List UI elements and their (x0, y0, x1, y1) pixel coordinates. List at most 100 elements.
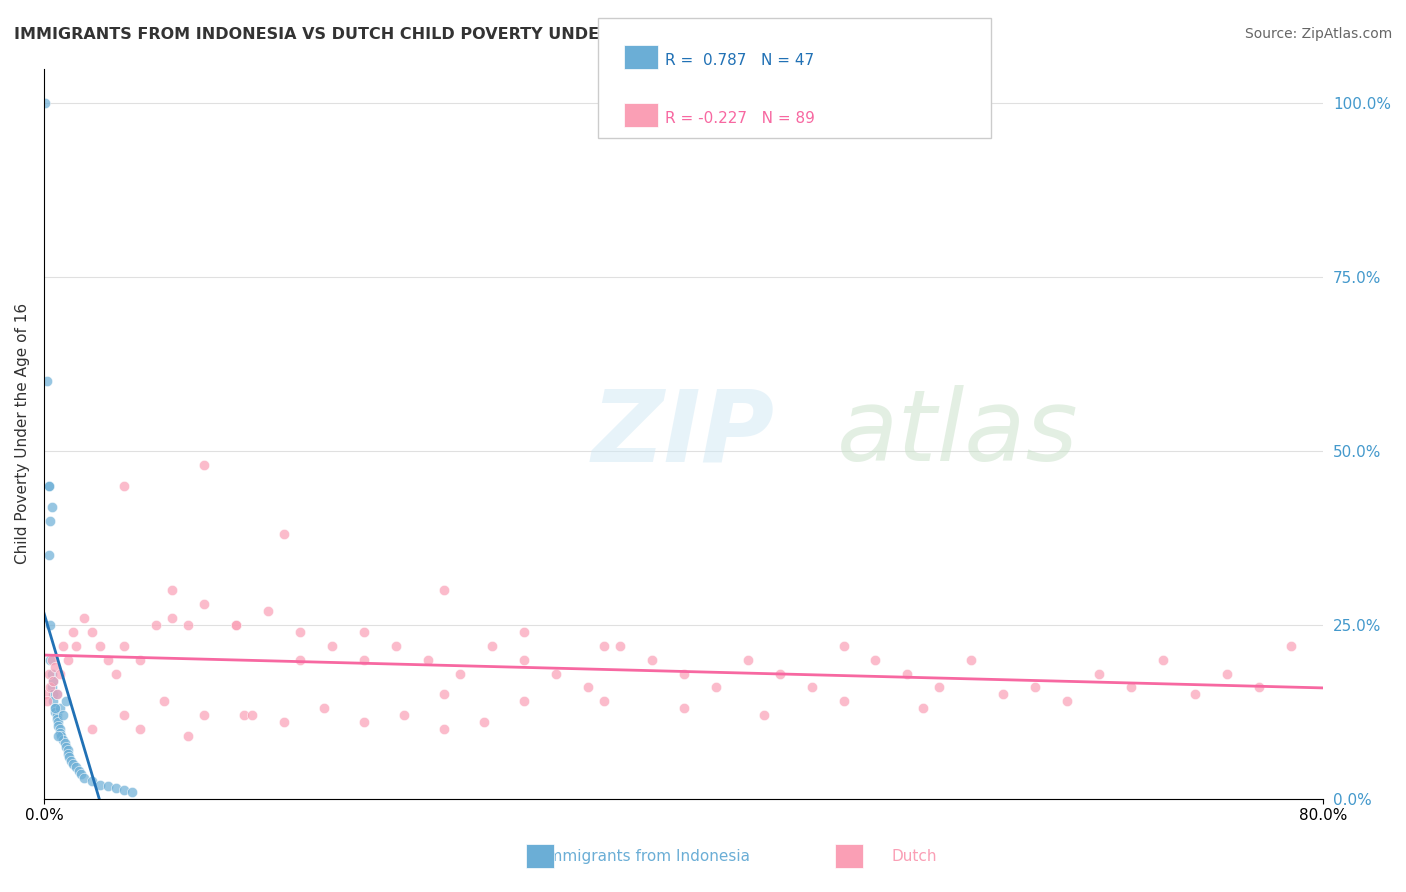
Point (273, 527, 295, 541)
Point (960, 653, 983, 667)
Point (65, 760, 87, 774)
Point (39, 514, 62, 528)
Point (97, 779, 120, 793)
Point (672, 701, 695, 715)
Point (392, 708, 415, 723)
Point (353, 715, 375, 730)
Point (433, 688, 456, 702)
Point (832, 694, 855, 708)
Point (321, 639, 343, 653)
Point (1056, 694, 1078, 708)
Point (1152, 653, 1174, 667)
Point (128, 653, 150, 667)
Point (52, 732, 75, 747)
Point (544, 666, 567, 681)
Text: Dutch: Dutch (891, 849, 936, 863)
Point (433, 723, 456, 737)
Point (312, 701, 335, 715)
Point (121, 785, 143, 799)
Point (56, 747, 79, 761)
Point (89, 778, 111, 792)
Point (752, 708, 775, 723)
Point (41, 681, 63, 695)
Point (44, 701, 66, 715)
Point (49, 723, 72, 737)
Point (384, 639, 406, 653)
Point (41, 653, 63, 667)
Point (58, 750, 80, 764)
Point (256, 604, 278, 618)
Point (832, 639, 855, 653)
Point (39, 653, 62, 667)
Point (1249, 681, 1271, 695)
Point (512, 694, 534, 708)
Point (145, 618, 167, 632)
Point (41, 666, 63, 681)
Point (112, 708, 135, 723)
Point (993, 688, 1015, 702)
Point (97, 653, 120, 667)
Point (472, 715, 495, 730)
Point (1184, 688, 1206, 702)
Point (865, 653, 887, 667)
Point (112, 639, 135, 653)
Point (912, 701, 935, 715)
Point (104, 666, 127, 681)
Point (80, 624, 103, 639)
Text: R = -0.227   N = 89: R = -0.227 N = 89 (665, 112, 815, 126)
Point (104, 781, 127, 796)
Point (112, 783, 135, 797)
Point (46, 715, 69, 730)
Point (193, 708, 215, 723)
Point (288, 653, 311, 667)
Point (45, 688, 67, 702)
Point (353, 624, 375, 639)
Point (800, 681, 823, 695)
Point (177, 618, 200, 632)
Point (512, 653, 534, 667)
Point (49, 725, 72, 739)
Point (1279, 639, 1302, 653)
Point (35, 694, 58, 708)
Point (592, 639, 614, 653)
Point (640, 653, 662, 667)
Point (737, 653, 759, 667)
Point (55, 694, 77, 708)
Point (153, 694, 176, 708)
Point (56, 743, 79, 757)
Point (65, 639, 87, 653)
Point (80, 774, 103, 789)
Point (42, 694, 65, 708)
Point (768, 666, 790, 681)
Point (46, 729, 69, 743)
Point (704, 681, 727, 695)
Point (80, 723, 103, 737)
Point (42, 673, 65, 688)
Point (62, 624, 84, 639)
Point (53, 736, 76, 750)
Point (39, 618, 62, 632)
Point (672, 666, 695, 681)
Text: Source: ZipAtlas.com: Source: ZipAtlas.com (1244, 27, 1392, 41)
Point (45, 712, 67, 726)
Point (67, 764, 90, 778)
Point (73, 611, 96, 625)
Point (1121, 681, 1143, 695)
Y-axis label: Child Poverty Under the Age of 16: Child Poverty Under the Age of 16 (15, 303, 30, 565)
Text: atlas: atlas (837, 385, 1078, 483)
Point (60, 754, 83, 768)
Point (1216, 666, 1239, 681)
Point (44, 705, 66, 719)
Point (112, 479, 135, 493)
Text: ZIP: ZIP (592, 385, 775, 483)
Point (240, 708, 263, 723)
Point (225, 618, 247, 632)
Point (52, 708, 75, 723)
Point (42, 673, 65, 688)
Point (576, 681, 599, 695)
Point (45, 708, 67, 723)
Point (45, 688, 67, 702)
Text: Immigrants from Indonesia: Immigrants from Indonesia (543, 849, 751, 863)
Point (609, 639, 631, 653)
Point (34, 96, 56, 111)
